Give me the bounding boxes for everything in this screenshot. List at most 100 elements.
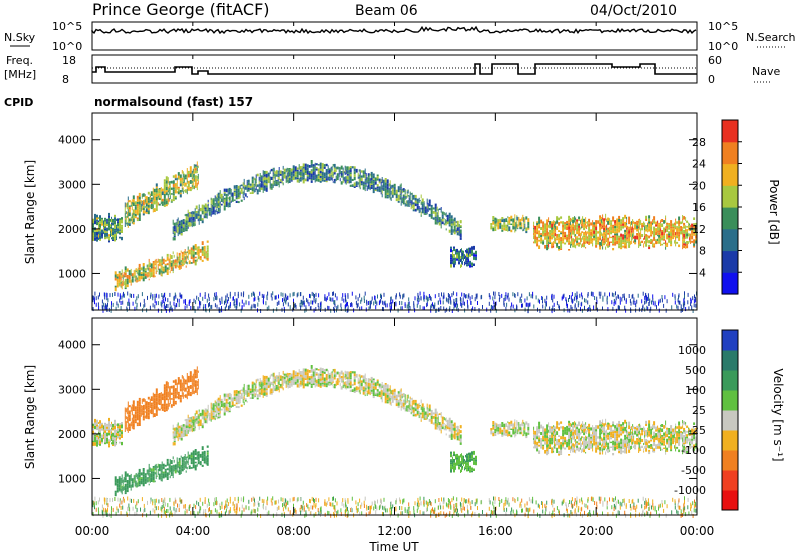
velocity-pixel (163, 395, 166, 399)
power-pixel (675, 227, 677, 230)
power-pixel (339, 178, 341, 182)
power-pixel (359, 171, 361, 175)
power-pixel (126, 211, 128, 216)
power-pixel (582, 236, 584, 240)
velocity-pixel (177, 380, 180, 383)
power-clutter (430, 297, 432, 302)
power-clutter (301, 299, 303, 304)
power-clutter (606, 297, 608, 302)
power-pixel (400, 186, 402, 189)
power-pixel (132, 209, 135, 214)
power-pixel (695, 226, 698, 229)
power-pixel (158, 203, 161, 206)
power-pixel (178, 220, 181, 224)
power-pixel (585, 247, 587, 249)
power-clutter (98, 306, 100, 310)
power-pixel (607, 244, 610, 246)
velocity-pixel (212, 412, 215, 416)
power-pixel (114, 285, 117, 288)
power-pixel (157, 195, 159, 198)
power-clutter (544, 306, 546, 311)
power-clutter (455, 302, 457, 307)
power-clutter (428, 294, 430, 298)
power-pixel (609, 241, 611, 246)
velocity-pixel (154, 472, 156, 475)
velocity-pixel (223, 410, 226, 413)
power-clutter (350, 303, 352, 307)
power-pixel (665, 219, 667, 223)
power-pixel (165, 190, 168, 193)
power-clutter (330, 297, 332, 302)
power-clutter (236, 301, 238, 306)
power-pixel (310, 180, 313, 183)
power-pixel (653, 216, 656, 221)
power-clutter (634, 300, 636, 305)
velocity-pixel (191, 378, 193, 383)
power-pixel (652, 243, 654, 248)
power-pixel (434, 211, 437, 215)
power-pixel (393, 191, 396, 193)
power-clutter (206, 298, 208, 303)
power-pixel (204, 209, 207, 212)
velocity-pixel (184, 390, 187, 392)
velocity-pixel (212, 403, 215, 405)
velocity-pixel (206, 459, 209, 463)
power-pixel (155, 192, 158, 195)
power-pixel (607, 229, 610, 233)
power-pixel (198, 216, 200, 218)
power-clutter (280, 292, 282, 297)
power-pixel (269, 188, 271, 190)
power-pixel (603, 227, 606, 231)
power-clutter (619, 300, 621, 305)
power-pixel (620, 241, 623, 244)
velocity-pixel (182, 392, 184, 394)
power-clutter (423, 306, 425, 311)
power-pixel (471, 246, 473, 250)
power-pixel (450, 264, 452, 268)
velocity-pixel (240, 404, 243, 407)
power-pixel (177, 258, 179, 261)
power-pixel (237, 201, 240, 204)
power-clutter (276, 301, 278, 306)
power-pixel (126, 224, 128, 226)
power-pixel (670, 226, 673, 229)
power-clutter (287, 302, 289, 307)
power-pixel (112, 227, 114, 232)
power-pixel (169, 261, 171, 265)
velocity-pixel (144, 481, 147, 484)
power-pixel (406, 191, 408, 194)
power-clutter (383, 292, 385, 297)
power-pixel (184, 249, 186, 252)
power-pixel (242, 182, 244, 186)
power-pixel (98, 231, 99, 235)
power-pixel (450, 255, 452, 258)
power-pixel (127, 216, 129, 220)
velocity-pixel (254, 386, 256, 389)
power-pixel (211, 198, 213, 203)
velocity-pixel (158, 401, 161, 403)
power-pixel (384, 178, 387, 180)
velocity-pixel (177, 391, 180, 394)
power-pixel (336, 176, 339, 181)
power-pixel (184, 189, 187, 193)
power-clutter (209, 302, 210, 307)
power-clutter (240, 292, 242, 297)
cpid-text: normalsound (fast) 157 (94, 95, 253, 109)
power-clutter (303, 302, 305, 307)
power-pixel (203, 251, 206, 253)
power-clutter (188, 300, 190, 305)
power-pixel (441, 211, 444, 215)
velocity-pixel (130, 488, 132, 491)
velocity-pixel (152, 409, 154, 413)
power-pixel (622, 217, 625, 221)
power-pixel (302, 163, 305, 167)
power-pixel (525, 227, 528, 232)
power-pixel (233, 192, 236, 195)
power-pixel (438, 217, 441, 220)
power-pixel (564, 224, 567, 227)
power-pixel (216, 194, 218, 198)
power-pixel (288, 176, 291, 178)
power-pixel (106, 220, 108, 222)
power-pixel (98, 220, 99, 223)
power-pixel (351, 166, 354, 169)
